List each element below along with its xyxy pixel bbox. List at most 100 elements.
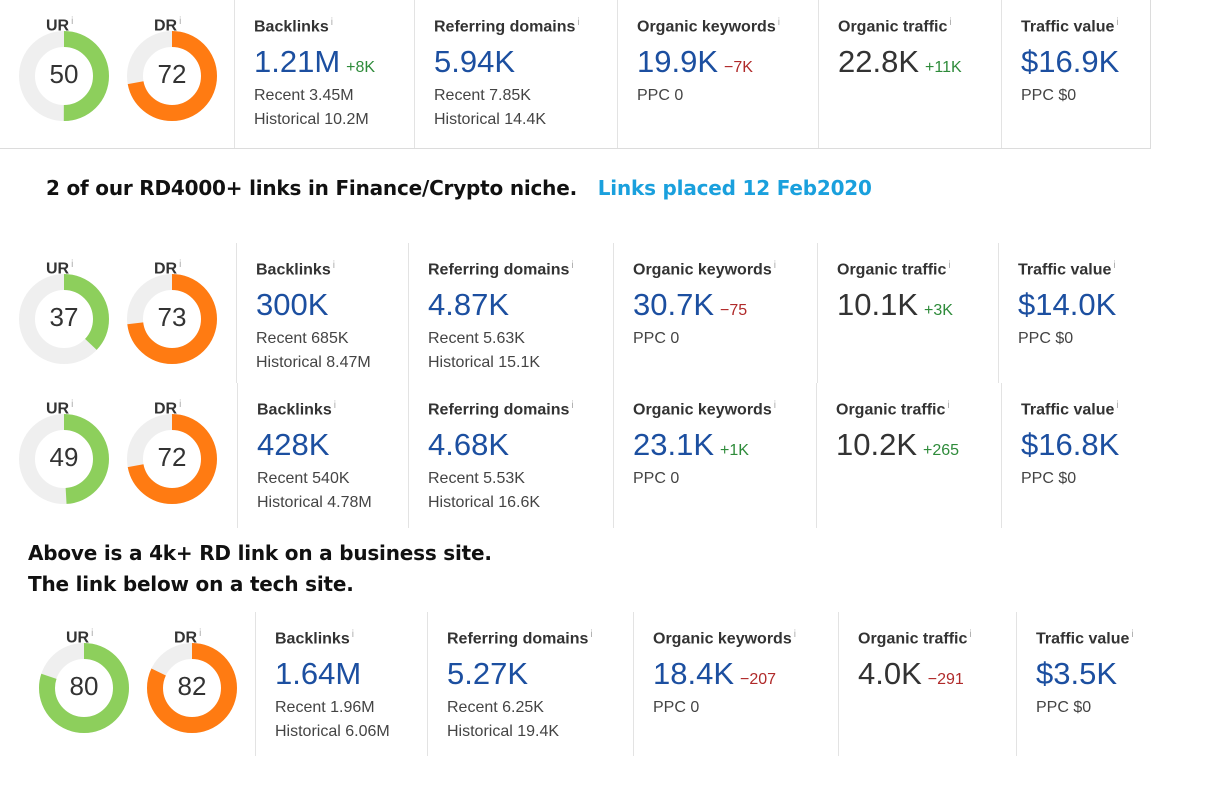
metric-delta: +1K [720,442,749,459]
metric-value[interactable]: 428K [257,427,330,462]
metric-value[interactable]: 5.27K [447,656,529,691]
metric-delta: −75 [720,302,748,319]
info-icon[interactable]: i [179,259,182,270]
info-icon[interactable]: i [332,260,335,271]
metric-value[interactable]: 1.21M [254,44,341,79]
metric-value-row: 30.7K −75 [633,287,747,323]
dr-value: 73 [157,302,187,332]
metric-ref-domains: Referring domains i 4.87K Recent 5.63K Histo… [408,243,614,383]
metric-value-row: 300K [256,287,328,323]
metric-delta: +3K [924,302,953,319]
metric-delta: −207 [740,671,777,688]
info-icon[interactable]: i [969,629,972,640]
metric-delta: −7K [724,59,753,76]
metric-value[interactable]: 22.8K [838,44,920,79]
info-icon[interactable]: i [590,629,593,640]
dr-ring-fill [147,643,237,733]
metric-value[interactable]: 30.7K [633,287,715,322]
info-icon[interactable]: i [948,260,951,271]
info-icon[interactable]: i [777,17,780,28]
metric-ppc: PPC 0 [633,330,680,347]
info-icon[interactable]: i [949,17,952,28]
metric-value[interactable]: 4.0K [858,656,922,691]
metric-historical: Historical 10.2M [254,111,369,128]
ur-ring-fill [19,414,109,504]
info-icon[interactable]: i [1113,260,1116,271]
metric-traffic-value: Traffic value i $16.8K PPC $0 [1001,383,1151,528]
metric-value[interactable]: 18.4K [653,656,735,691]
metric-value[interactable]: 1.64M [275,656,362,691]
metric-value[interactable]: 4.87K [428,287,510,322]
info-icon[interactable]: i [199,628,202,639]
info-icon[interactable]: i [773,400,776,411]
info-icon[interactable]: i [571,260,574,271]
dr-ring [127,274,217,364]
ur-label: UR i [46,259,73,278]
metric-title-text: Referring domains [428,401,570,419]
metric-value[interactable]: 23.1K [633,427,715,462]
dr-label: DR i [154,399,181,418]
info-icon[interactable]: i [773,260,776,271]
metric-title: Traffic value i [1021,400,1119,419]
metric-ppc: PPC $0 [1036,699,1092,716]
info-icon[interactable]: i [793,629,796,640]
info-icon[interactable]: i [179,16,182,27]
info-icon[interactable]: i [1131,629,1134,640]
metric-title-text: Organic traffic [838,18,948,36]
info-icon[interactable]: i [577,17,580,28]
metric-delta: +265 [923,442,960,459]
metric-value[interactable]: $3.5K [1036,656,1118,691]
dr-gauge: 73 [126,273,218,365]
info-icon[interactable]: i [571,400,574,411]
metric-ref-domains: Referring domains i 5.94K Recent 7.85K Histo… [414,0,618,148]
info-icon[interactable]: i [1116,400,1119,411]
ur-ring-fill [19,274,109,364]
metric-historical: Historical 8.47M [256,354,371,371]
dr-label: DR i [174,628,201,647]
info-icon[interactable]: i [179,399,182,410]
metric-traffic-value: Traffic value i $14.0K PPC $0 [998,243,1151,383]
info-icon[interactable]: i [1116,17,1119,28]
info-icon[interactable]: i [91,628,94,639]
metric-title-text: Traffic value [1021,401,1115,419]
caption-business-line: Above is a 4k+ RD link on a business sit… [28,541,492,565]
metric-org-keywords: Organic keywords i 18.4K −207 PPC 0 [633,612,839,756]
info-icon[interactable]: i [947,400,950,411]
metric-historical: Historical 14.4K [434,111,547,128]
dr-ring [127,31,217,121]
metric-value[interactable]: $16.8K [1021,427,1120,462]
dr-value: 82 [177,671,207,701]
info-icon[interactable]: i [333,400,336,411]
ur-gauge: 80 [38,642,130,734]
metric-value[interactable]: $16.9K [1021,44,1120,79]
metric-recent: Recent 5.63K [428,330,525,347]
metric-value[interactable]: 10.2K [836,427,918,462]
metric-ref-domains: Referring domains i 4.68K Recent 5.53K Histo… [408,383,614,528]
info-icon[interactable]: i [351,629,354,640]
metric-title: Organic traffic i [858,629,972,648]
dr-ring-fill [127,274,217,364]
metric-value[interactable]: 10.1K [837,287,919,322]
ur-ring [19,414,109,504]
info-icon[interactable]: i [71,399,74,410]
metric-value[interactable]: 300K [256,287,329,322]
dr-ring-fill [127,31,217,121]
info-icon[interactable]: i [71,16,74,27]
metric-value[interactable]: 19.9K [637,44,719,79]
metric-title-text: Organic traffic [858,630,968,648]
info-icon[interactable]: i [71,259,74,270]
metric-ppc: PPC 0 [637,87,684,104]
dr-label-text: DR [154,17,178,35]
metric-title-text: Backlinks [254,18,329,36]
metric-value-row: 4.68K [428,427,509,463]
metric-value[interactable]: 4.68K [428,427,510,462]
metric-title-text: Traffic value [1036,630,1130,648]
ur-label-text: UR [66,629,90,647]
metric-value[interactable]: 5.94K [434,44,516,79]
metric-value-row: 1.21M +8K [254,44,375,80]
info-icon[interactable]: i [330,17,333,28]
metric-value[interactable]: $14.0K [1018,287,1117,322]
dr-value: 72 [157,59,187,89]
metric-backlinks: Backlinks i 1.64M Recent 1.96M Historical 6.… [255,612,428,756]
metric-traffic-value: Traffic value i $16.9K PPC $0 [1001,0,1151,148]
